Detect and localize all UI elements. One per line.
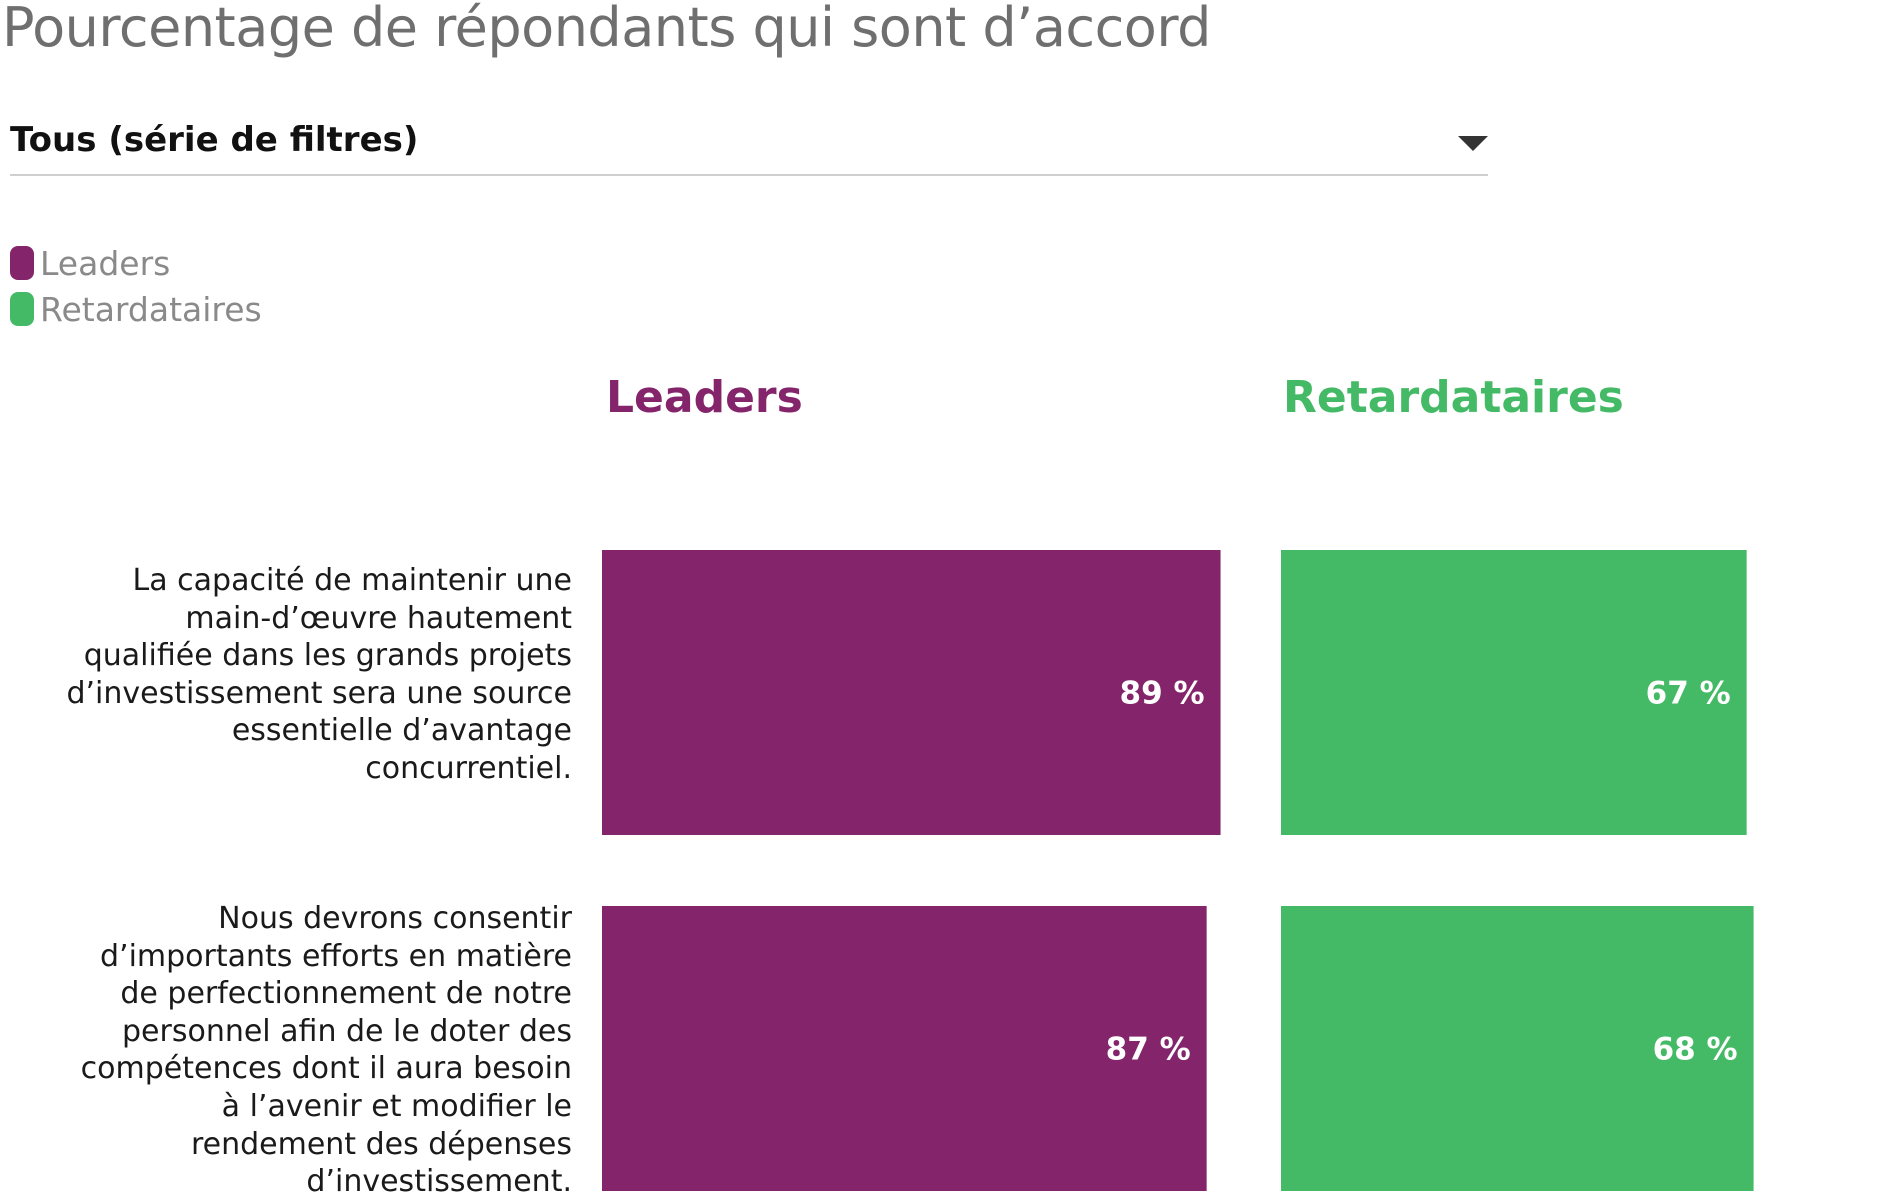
legend: Leaders Retardataires [10,240,262,332]
bar-value-label: 89 % [1120,676,1205,712]
bar-leaders-2[interactable] [602,906,1207,1191]
bar-value-label: 67 % [1646,676,1731,712]
filter-selected-value: Tous (série de filtres) [10,120,419,160]
bar-retardataires-2[interactable] [1281,906,1754,1191]
legend-swatch-retardataires [10,292,34,326]
column-header-leaders: Leaders [606,372,803,423]
chart-title: Pourcentage de répondants qui sont d’acc… [2,0,1211,59]
column-header-retardataires: Retardataires [1283,372,1624,423]
row-label: Nous devrons consentir d’importants effo… [80,901,572,1200]
legend-item-retardataires[interactable]: Retardataires [10,286,262,332]
chevron-down-icon[interactable] [1458,136,1488,151]
row-label: La capacité de maintenir une main-d’œuvr… [66,563,572,786]
legend-label: Leaders [40,243,171,283]
bar-retardataires-1[interactable] [1281,550,1747,835]
filter-dropdown[interactable]: Tous (série de filtres) [10,114,1488,176]
legend-swatch-leaders [10,246,34,280]
bar-leaders-1[interactable] [602,550,1221,835]
bar-value-label: 87 % [1106,1032,1191,1068]
bar-value-label: 68 % [1653,1032,1738,1068]
legend-label: Retardataires [40,289,262,329]
legend-item-leaders[interactable]: Leaders [10,240,262,286]
